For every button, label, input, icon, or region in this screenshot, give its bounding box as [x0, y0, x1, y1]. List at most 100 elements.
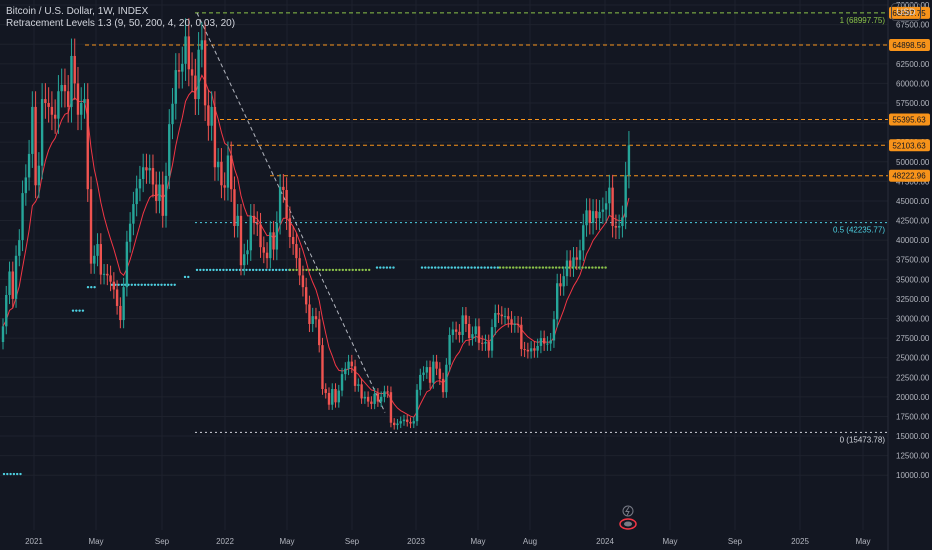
candle-body: [500, 314, 503, 317]
candle: [8, 261, 11, 305]
candle-body: [487, 342, 490, 351]
x-tick-label: Sep: [155, 537, 170, 546]
retracement-dot: [341, 268, 344, 272]
candle: [415, 384, 419, 426]
candle-body: [533, 348, 536, 351]
time-axis[interactable]: 2021 May Sep 2022 May Sep 2023 May Aug 2024 May Sep…: [25, 537, 870, 546]
candle: [552, 311, 556, 348]
candle-body: [311, 316, 314, 324]
candle-body: [464, 315, 468, 324]
symbol-title[interactable]: Bitcoin / U.S. Dollar, 1W, INDEX: [6, 6, 149, 17]
candle-body: [57, 91, 60, 119]
candle-body: [63, 84, 67, 92]
retracement-dot: [284, 268, 288, 272]
currency-button[interactable]: USD: [891, 3, 921, 21]
candle-body: [1, 326, 5, 343]
candle: [324, 383, 327, 399]
price-level-note: 1 (68997.75): [840, 16, 886, 25]
x-tick-label: May: [88, 537, 103, 546]
candle-body: [70, 55, 73, 107]
candle-body: [419, 374, 422, 390]
candle-body: [291, 237, 295, 245]
candle: [464, 307, 468, 333]
candle: [598, 199, 601, 230]
retracement-dot: [427, 266, 430, 269]
candle: [379, 391, 383, 407]
candle: [249, 204, 252, 261]
candle: [239, 204, 243, 276]
candle: [611, 174, 614, 238]
y-tick-label: 15000.00: [896, 432, 930, 441]
retracement-dot: [160, 283, 163, 287]
candle: [539, 330, 543, 354]
retracement-dot: [328, 268, 331, 272]
retracement-dot: [187, 275, 190, 279]
candle-body: [393, 422, 396, 426]
candle: [572, 247, 575, 277]
candle-body: [353, 366, 357, 386]
candle: [503, 307, 507, 325]
retracement-dot: [258, 268, 261, 272]
candle-body: [210, 106, 213, 126]
candle: [291, 225, 295, 255]
candle-body: [119, 305, 122, 321]
candle-body: [194, 75, 197, 100]
retracement-dot: [601, 266, 604, 269]
candle-body: [125, 241, 129, 288]
candle-body: [128, 223, 132, 242]
candle-body: [50, 106, 54, 115]
retracement-dot: [218, 268, 222, 272]
retracement-dot: [597, 266, 601, 269]
chart-legend: Bitcoin / U.S. Dollar, 1W, INDEX Retrace…: [6, 6, 235, 30]
retracement-dot: [354, 268, 358, 272]
candle-body: [203, 40, 207, 106]
candle: [467, 315, 471, 346]
candle-body: [373, 393, 376, 404]
candle-body: [200, 40, 204, 50]
candle-body: [601, 209, 605, 212]
retracement-dot: [453, 266, 457, 269]
candle: [461, 307, 464, 343]
candle: [438, 362, 442, 385]
retracement-dot: [209, 268, 212, 272]
candle: [373, 388, 376, 410]
x-tick-label: 2021: [25, 537, 43, 546]
candle: [406, 414, 409, 427]
candle-body: [11, 271, 14, 299]
candle-body: [27, 153, 31, 178]
candle: [474, 318, 477, 342]
candle-body: [60, 84, 63, 92]
candle-body: [591, 211, 595, 223]
retracement-dot: [385, 266, 389, 269]
candle: [344, 362, 347, 381]
candle: [432, 354, 435, 389]
candle-body: [331, 389, 334, 405]
candle-body: [216, 161, 220, 168]
candle-body: [412, 421, 415, 424]
retracement-dot: [434, 266, 437, 269]
candle: [575, 247, 578, 271]
retracement-dot: [541, 266, 545, 269]
candle: [513, 315, 517, 333]
candle: [11, 261, 14, 308]
candle: [40, 83, 44, 180]
x-tick-label: 2024: [596, 537, 614, 546]
candle: [210, 91, 213, 141]
candle: [383, 385, 386, 403]
candle: [363, 391, 367, 404]
retracement-dot: [515, 266, 518, 269]
candle-body: [484, 342, 487, 344]
price-axis[interactable]: 10000.00 12500.00 15000.00 17500.00 20000.00…: [896, 0, 930, 480]
candle-body: [164, 175, 168, 216]
retracement-dot: [531, 266, 535, 269]
candle-body: [585, 210, 588, 226]
candle-body: [47, 102, 50, 107]
candle-body: [246, 250, 249, 255]
candle-body: [184, 36, 187, 64]
candle-body: [249, 215, 252, 251]
retracement-dot: [12, 472, 16, 476]
indicator-title[interactable]: Retracement Levels 1.3 (9, 50, 200, 4, 2…: [6, 18, 236, 29]
candle-body: [155, 184, 158, 201]
retracement-dot: [133, 283, 137, 287]
